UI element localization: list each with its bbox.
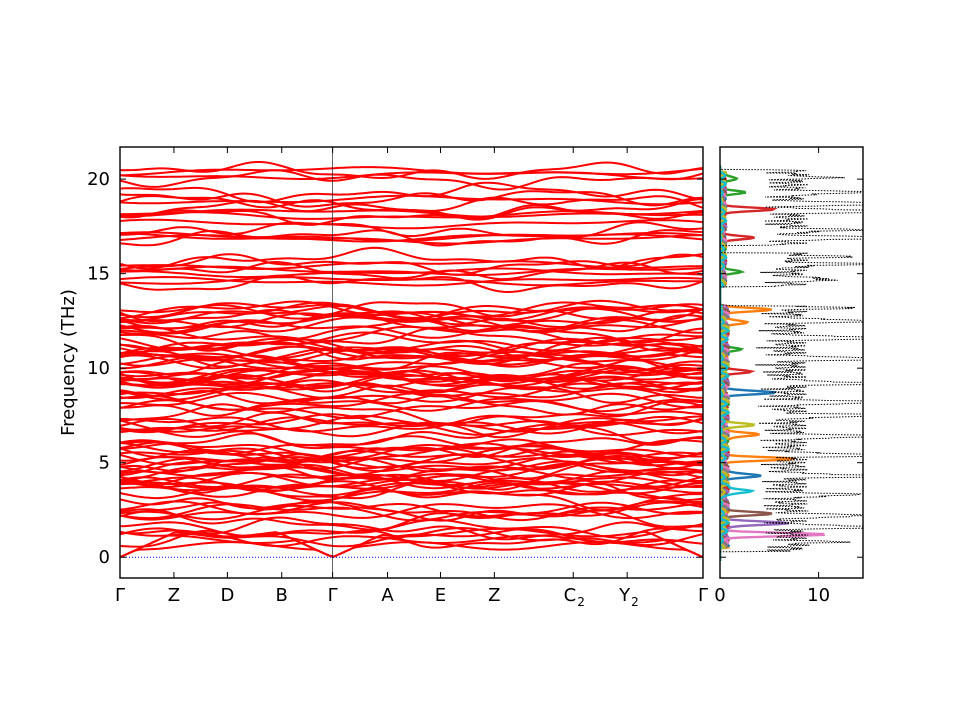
band-line <box>120 391 704 412</box>
band-line <box>119 218 704 230</box>
band-line <box>120 414 704 435</box>
band-line <box>119 414 704 435</box>
band-line <box>119 501 704 522</box>
x-tick-label: D <box>220 585 234 606</box>
band-line <box>119 276 704 287</box>
band-line <box>119 488 704 512</box>
x-tick-label: Γ <box>115 585 125 606</box>
band-line <box>119 501 704 522</box>
band-line <box>120 208 704 218</box>
x-tick-label-subscript: 2 <box>631 595 639 609</box>
x-tick-label: Z <box>488 585 500 606</box>
band-line <box>119 534 704 559</box>
band-line <box>119 384 704 404</box>
band-line <box>119 343 704 362</box>
band-line <box>119 299 704 319</box>
band-line <box>120 319 704 339</box>
band-line <box>119 301 704 322</box>
band-line <box>119 413 703 434</box>
band-plot-frame <box>119 146 704 579</box>
x-tick-label: Γ <box>328 585 338 606</box>
band-line <box>119 316 704 334</box>
band-line <box>119 366 704 386</box>
band-line <box>119 435 704 456</box>
band-line <box>119 500 704 520</box>
x-tick-label: A <box>381 585 394 606</box>
dos-lines <box>720 165 863 561</box>
band-line <box>119 399 704 420</box>
band-line <box>120 426 704 447</box>
band-line <box>119 516 704 541</box>
band-line <box>119 370 704 390</box>
band-line <box>119 474 704 495</box>
band-line <box>119 166 704 177</box>
x-tick-label: Z <box>168 585 180 606</box>
total-dos-line <box>720 166 863 561</box>
band-line <box>119 481 704 502</box>
dos-plot-frame <box>719 146 864 579</box>
band-line <box>119 267 704 279</box>
band-line <box>119 468 704 488</box>
band-line <box>119 541 704 559</box>
y-tick-label: 0 <box>99 547 110 568</box>
dos-x-tick-label: 0 <box>714 585 725 606</box>
y-tick-label: 15 <box>87 264 110 285</box>
band-line <box>120 373 704 394</box>
projected-dos-line <box>720 165 790 561</box>
band-line <box>119 441 704 461</box>
dos-x-tick-label: 10 <box>807 585 830 606</box>
band-line <box>119 518 704 539</box>
x-tick-label: Y <box>618 585 631 606</box>
x-tick-label: B <box>276 585 288 606</box>
band-line <box>119 275 704 287</box>
band-line <box>119 221 704 238</box>
dos-ticks: 0 10 <box>714 147 863 606</box>
y-axis-label: Frequency (THz) <box>58 289 79 436</box>
band-line <box>119 469 704 490</box>
band-line <box>119 454 704 473</box>
projected-dos-line <box>720 165 825 561</box>
band-line <box>119 169 704 191</box>
x-tick-label: C <box>564 585 577 606</box>
band-line <box>119 231 704 242</box>
band-line <box>119 501 704 521</box>
band-line <box>119 462 704 482</box>
x-tick-label: E <box>435 585 446 606</box>
y-tick-label: 5 <box>99 453 110 474</box>
band-line <box>119 438 704 459</box>
band-line <box>119 527 704 548</box>
band-line <box>119 345 704 366</box>
x-tick-label-subscript: 2 <box>577 595 585 609</box>
band-line <box>119 349 704 370</box>
band-line <box>119 331 704 352</box>
band-line <box>119 370 704 391</box>
band-lines <box>119 161 704 559</box>
band-line <box>119 194 704 206</box>
band-line <box>120 327 704 352</box>
band-line <box>119 324 703 344</box>
band-line <box>119 381 704 401</box>
dos-panel: 0 10 <box>714 146 864 606</box>
band-line <box>119 400 704 426</box>
y-tick-label: 10 <box>87 358 110 379</box>
y-tick-label: 20 <box>87 169 110 190</box>
band-line <box>119 301 704 323</box>
x-tick-label: Γ <box>698 585 708 606</box>
